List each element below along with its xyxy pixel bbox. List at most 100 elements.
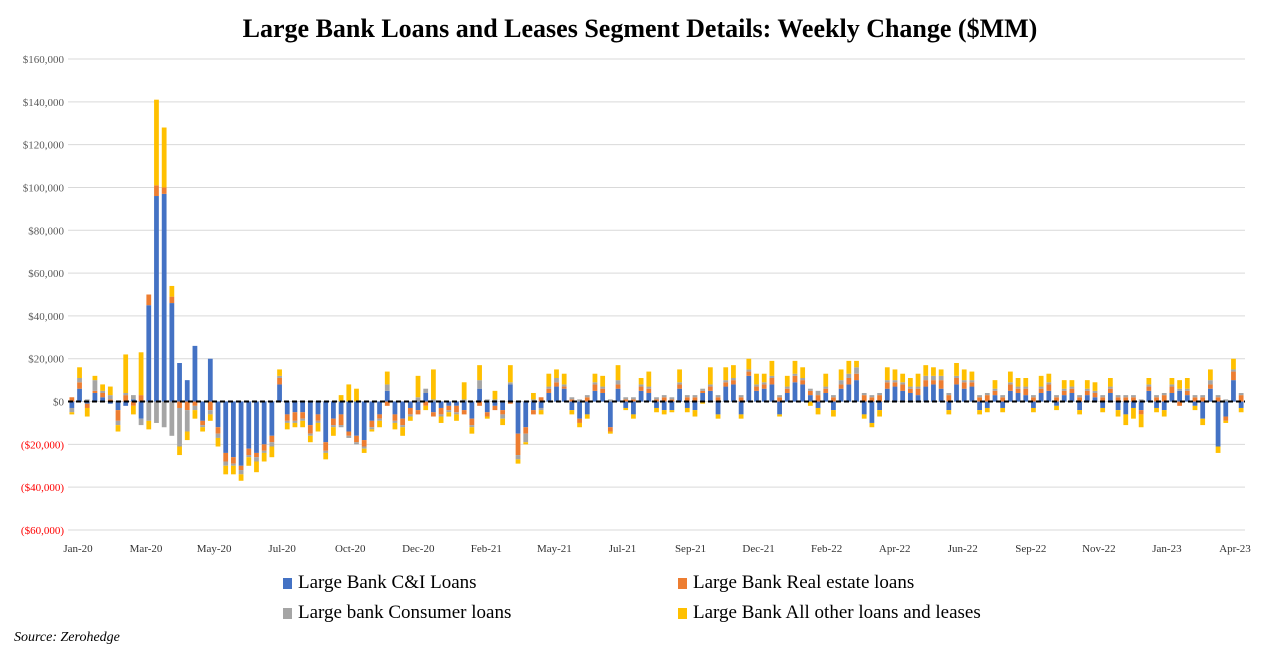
legend-swatch-other — [678, 607, 687, 619]
bar-segment — [431, 399, 436, 402]
bar-segment — [346, 401, 352, 432]
bar-segment — [969, 380, 975, 383]
bar-segment — [1123, 414, 1129, 426]
legend-swatch-ci — [283, 577, 292, 589]
bar-segment — [1238, 395, 1244, 402]
bar-segment — [100, 384, 105, 391]
bar-segment — [192, 410, 198, 419]
bar-segment — [1015, 378, 1021, 387]
bar-segment — [177, 407, 182, 447]
bar-segment — [461, 399, 467, 402]
bar-segment — [369, 401, 375, 421]
bar-segment — [1115, 395, 1121, 398]
bar-segment — [584, 401, 590, 415]
bar-segment — [515, 455, 521, 460]
bar-segment — [838, 388, 844, 402]
bar-segment — [161, 193, 167, 402]
bar-segment — [284, 401, 290, 415]
bar-segment — [1231, 369, 1236, 372]
bar-segment — [931, 384, 936, 402]
bar-segment — [1054, 405, 1059, 411]
bar-segment — [284, 422, 290, 430]
bar-segment — [69, 407, 75, 413]
bar-segment — [615, 384, 621, 389]
bar-segment — [915, 388, 921, 396]
bar-segment — [1046, 382, 1052, 385]
bar-segment — [384, 401, 390, 406]
bar-segment — [346, 435, 352, 438]
bar-segment — [654, 399, 659, 402]
bar-segment — [684, 407, 690, 413]
bar-segment — [607, 399, 613, 402]
bar-segment — [407, 401, 413, 408]
bar-segment — [423, 388, 429, 393]
bar-segment — [407, 416, 413, 421]
bar-segment — [1038, 386, 1044, 389]
bar-segment — [161, 401, 167, 428]
x-tick-label: Mar-20 — [130, 543, 163, 555]
bar-segment — [1146, 384, 1152, 387]
bar-segment — [815, 407, 821, 415]
bar-segment — [1077, 410, 1082, 415]
legend-label-real-estate: Large Bank Real estate loans — [693, 572, 915, 593]
bar-segment — [792, 382, 798, 402]
bar-segment — [431, 401, 436, 413]
bar-segment — [738, 397, 744, 402]
bar-segment — [138, 352, 144, 396]
bar-segment — [131, 401, 136, 406]
bar-segment — [231, 465, 236, 475]
bar-segment — [692, 410, 698, 417]
bar-segment — [1215, 446, 1221, 453]
bar-segment — [854, 360, 859, 368]
x-tick-label: May-20 — [197, 543, 232, 555]
bar-segment — [654, 397, 659, 400]
bar-segment — [900, 382, 906, 385]
bar-segment — [723, 367, 729, 381]
bar-segment — [669, 397, 675, 400]
bar-segment — [1061, 380, 1067, 389]
bar-segment — [146, 305, 152, 402]
bar-segment — [569, 399, 575, 402]
bar-segment — [615, 388, 621, 402]
bar-segment — [392, 414, 398, 421]
bar-segment — [761, 388, 767, 402]
bar-segment — [1069, 392, 1075, 402]
bar-segment — [1154, 397, 1159, 402]
bar-segment — [315, 401, 321, 415]
bar-segment — [923, 386, 929, 402]
x-tick-label: Feb-22 — [811, 543, 842, 555]
bar-segment — [784, 392, 790, 402]
bar-segment — [707, 384, 713, 387]
bar-segment — [523, 442, 529, 445]
bar-segment — [200, 427, 206, 432]
bar-segment — [707, 390, 713, 402]
bar-segment — [807, 395, 813, 402]
bar-segment — [892, 380, 898, 383]
bar-segment — [1177, 388, 1182, 391]
bar-segment — [384, 390, 390, 402]
bar-segment — [238, 465, 244, 471]
bar-segment — [546, 386, 552, 389]
bar-segment — [531, 410, 536, 415]
bar-segment — [1184, 378, 1190, 389]
bar-segment — [623, 397, 629, 400]
bar-segment — [469, 427, 475, 434]
bar-segment — [784, 386, 790, 389]
bar-segment — [792, 360, 798, 374]
bar-segment — [700, 388, 706, 391]
legend-label-ci: Large Bank C&I Loans — [298, 572, 477, 593]
legend-label-consumer: Large bank Consumer loans — [298, 602, 512, 623]
bar-segment — [777, 397, 782, 402]
bar-segment — [492, 401, 498, 406]
bar-segment — [754, 386, 759, 391]
bar-segment — [823, 392, 829, 402]
bar-segment — [992, 395, 998, 402]
bar-segment — [892, 369, 898, 381]
bar-segment — [338, 414, 344, 426]
bar-segment — [292, 422, 298, 428]
bar-segment — [107, 401, 113, 404]
bar-segment — [1146, 378, 1152, 385]
bar-segment — [931, 380, 936, 385]
bar-segment — [292, 420, 298, 423]
bar-segment — [1238, 401, 1244, 408]
